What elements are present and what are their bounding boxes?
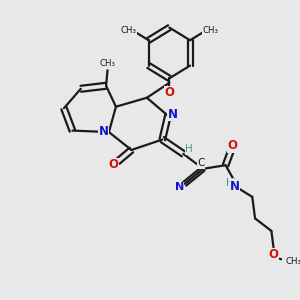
Text: H: H xyxy=(226,178,234,188)
Text: C: C xyxy=(197,158,205,168)
Text: H: H xyxy=(185,144,193,154)
Text: CH₃: CH₃ xyxy=(100,59,116,68)
Text: N: N xyxy=(168,108,178,121)
Text: N: N xyxy=(230,180,240,193)
Text: N: N xyxy=(99,125,109,138)
Text: N: N xyxy=(175,182,184,192)
Text: CH₃: CH₃ xyxy=(121,26,136,35)
Text: CH₃: CH₃ xyxy=(285,257,300,266)
Text: O: O xyxy=(164,86,174,99)
Text: O: O xyxy=(268,248,279,261)
Text: O: O xyxy=(228,139,238,152)
Text: CH₃: CH₃ xyxy=(202,26,218,35)
Text: O: O xyxy=(109,158,119,171)
